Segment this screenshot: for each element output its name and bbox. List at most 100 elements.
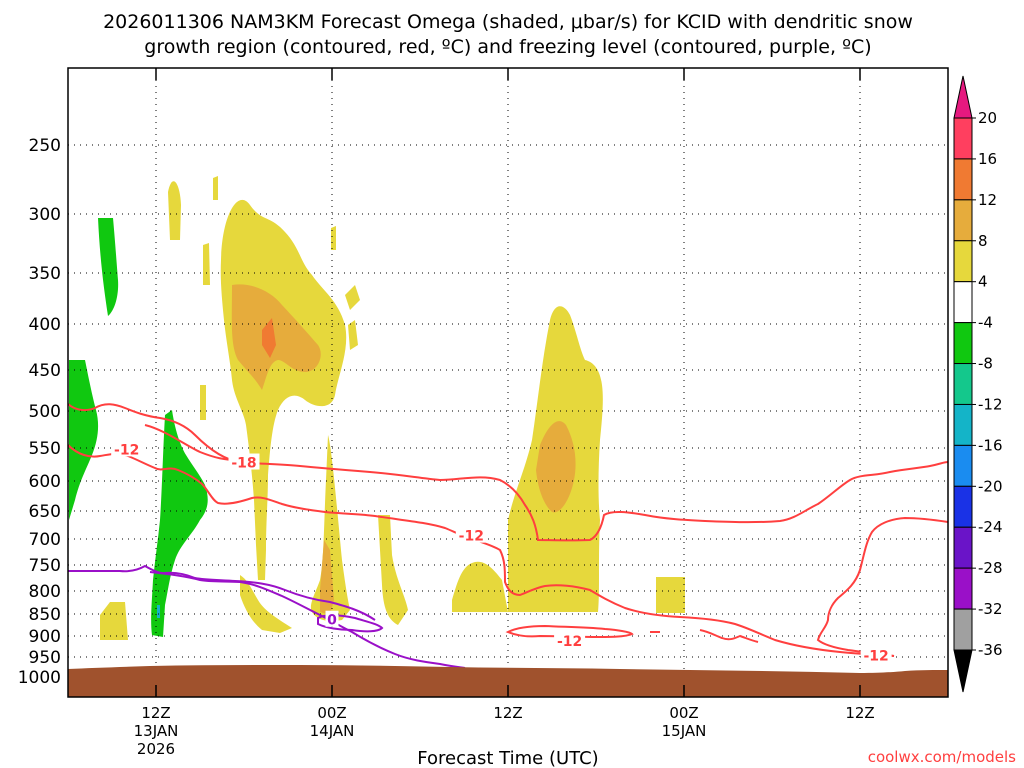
colorbar-label: -32	[978, 600, 1003, 618]
omega-region-upward-weak	[100, 602, 128, 640]
colorbar-swatch	[953, 322, 973, 365]
x-tick-label: 00Z	[317, 704, 346, 722]
colorbar-label: 8	[978, 232, 988, 250]
contour-label-background	[554, 632, 586, 649]
omega-region-upward-moderate	[320, 540, 334, 615]
y-tick-label: 350	[29, 264, 61, 284]
y-tick-label: 400	[29, 315, 61, 335]
x-tick-label: 12Z	[845, 704, 874, 722]
contour-label-background	[455, 526, 487, 543]
colorbar-label: 20	[978, 109, 997, 127]
colorbar-swatch	[953, 281, 973, 324]
omega-region-upward-moderate	[536, 421, 576, 513]
omega-region-upward-weak	[348, 320, 358, 350]
y-tick-label: 850	[29, 605, 61, 625]
omega-region-downward	[151, 410, 208, 637]
y-tick-label: 450	[29, 361, 61, 381]
contour-label: -12	[863, 648, 888, 664]
omega-region-upward-weak	[331, 226, 336, 250]
contour-label-background	[228, 453, 260, 470]
colorbar-label: -28	[978, 559, 1003, 577]
contour-label: -18	[231, 456, 256, 472]
y-tick-label: 550	[29, 439, 61, 459]
x-axis-labels: 12Z 13JAN 2026 00Z 14JAN 12Z 00Z 15JAN 1…	[134, 704, 875, 758]
plot-area: -12 -18 -12 -12 -12 0	[67, 67, 949, 698]
y-axis-labels: 250 300 350 400 450 500 550 600 650 700 …	[18, 136, 61, 688]
colorbar-swatch	[953, 567, 973, 610]
y-tick-label: 250	[29, 136, 61, 156]
x-tick-label-date: 14JAN	[310, 722, 355, 740]
dgz-contour-minus-12-fragment	[699, 629, 759, 643]
omega-region-upward-weak	[656, 577, 685, 613]
y-tick-label: 750	[29, 556, 61, 576]
colorbar-label: 12	[978, 191, 997, 209]
colorbar-top-arrow	[953, 75, 973, 119]
omega-region-upward-weak	[345, 285, 360, 310]
omega-region-downward-moderate	[157, 605, 160, 618]
colorbar-label: -16	[978, 436, 1003, 454]
omega-region-upward-weak	[203, 243, 210, 285]
y-tick-label: 300	[29, 205, 61, 225]
contour-label-background	[111, 440, 143, 457]
colorbar-label: -36	[978, 641, 1003, 659]
x-axis-title: Forecast Time (UTC)	[417, 748, 598, 768]
axis-ticks	[155, 68, 861, 697]
omega-region-upward-weak	[378, 515, 408, 625]
omega-region-upward-weak	[168, 181, 181, 240]
colorbar: 20 16 12 8 4 -4 -8 -12 -16 -20 -24 -28 -32 -36	[953, 75, 1003, 693]
x-tick-label: 00Z	[669, 704, 698, 722]
colorbar-swatch	[953, 363, 973, 405]
y-tick-label: 650	[29, 502, 61, 522]
x-tick-label-year: 2026	[137, 740, 175, 758]
colorbar-swatch	[953, 199, 973, 242]
dgz-contour-minus-12-loop	[505, 624, 634, 639]
freezing-level-contour-0-lower	[149, 571, 466, 669]
colorbar-label: -8	[978, 355, 993, 373]
freezing-level-contour-0-loop	[317, 614, 384, 633]
y-tick-label: 950	[29, 648, 61, 668]
y-tick-label: 600	[29, 472, 61, 492]
x-tick-label-date: 15JAN	[662, 722, 707, 740]
y-tick-label: 800	[29, 582, 61, 602]
freezing-level-contours	[67, 564, 466, 669]
omega-region-upward-moderate	[231, 284, 321, 390]
colorbar-label: 16	[978, 150, 997, 168]
colorbar-swatch	[953, 444, 973, 487]
omega-region-upward-weak	[452, 561, 508, 612]
contour-label: -12	[557, 634, 582, 650]
colorbar-label: -12	[978, 395, 1003, 413]
y-tick-label: 900	[29, 627, 61, 647]
colorbar-label: -24	[978, 518, 1003, 536]
colorbar-swatch	[953, 158, 973, 201]
omega-region-upward-weak	[240, 575, 292, 633]
omega-region-upward-weak	[213, 176, 218, 200]
colorbar-swatch	[953, 403, 973, 446]
omega-region-downward	[98, 218, 119, 316]
colorbar-swatch	[953, 526, 973, 569]
colorbar-bottom-arrow	[953, 649, 973, 693]
chart-title-line-2: growth region (contoured, red, ºC) and f…	[144, 36, 871, 58]
colorbar-label: -20	[978, 477, 1003, 495]
colorbar-label: 4	[978, 273, 988, 291]
colorbar-label: -4	[978, 314, 993, 332]
y-tick-label: 700	[29, 530, 61, 550]
contour-label: -12	[114, 442, 139, 458]
dgz-contour-minus-12-upper	[67, 403, 949, 542]
contour-label-background	[860, 646, 892, 663]
y-tick-label: 1000	[18, 668, 61, 688]
colorbar-swatch	[953, 485, 973, 528]
y-tick-label: 500	[29, 402, 61, 422]
contour-label: 0	[327, 613, 337, 629]
x-tick-label: 12Z	[493, 704, 522, 722]
omega-region-downward	[69, 360, 99, 520]
dgz-contour-minus-12-right	[816, 516, 949, 657]
terrain	[68, 665, 948, 697]
colorbar-swatch	[953, 117, 973, 160]
omega-region-upward-weak	[200, 385, 206, 420]
contour-label-background	[325, 610, 339, 627]
omega-region-upward-strong	[262, 318, 276, 358]
x-tick-label-date: 13JAN	[134, 722, 179, 740]
colorbar-swatch	[953, 608, 973, 651]
omega-region-upward-weak	[310, 435, 350, 622]
